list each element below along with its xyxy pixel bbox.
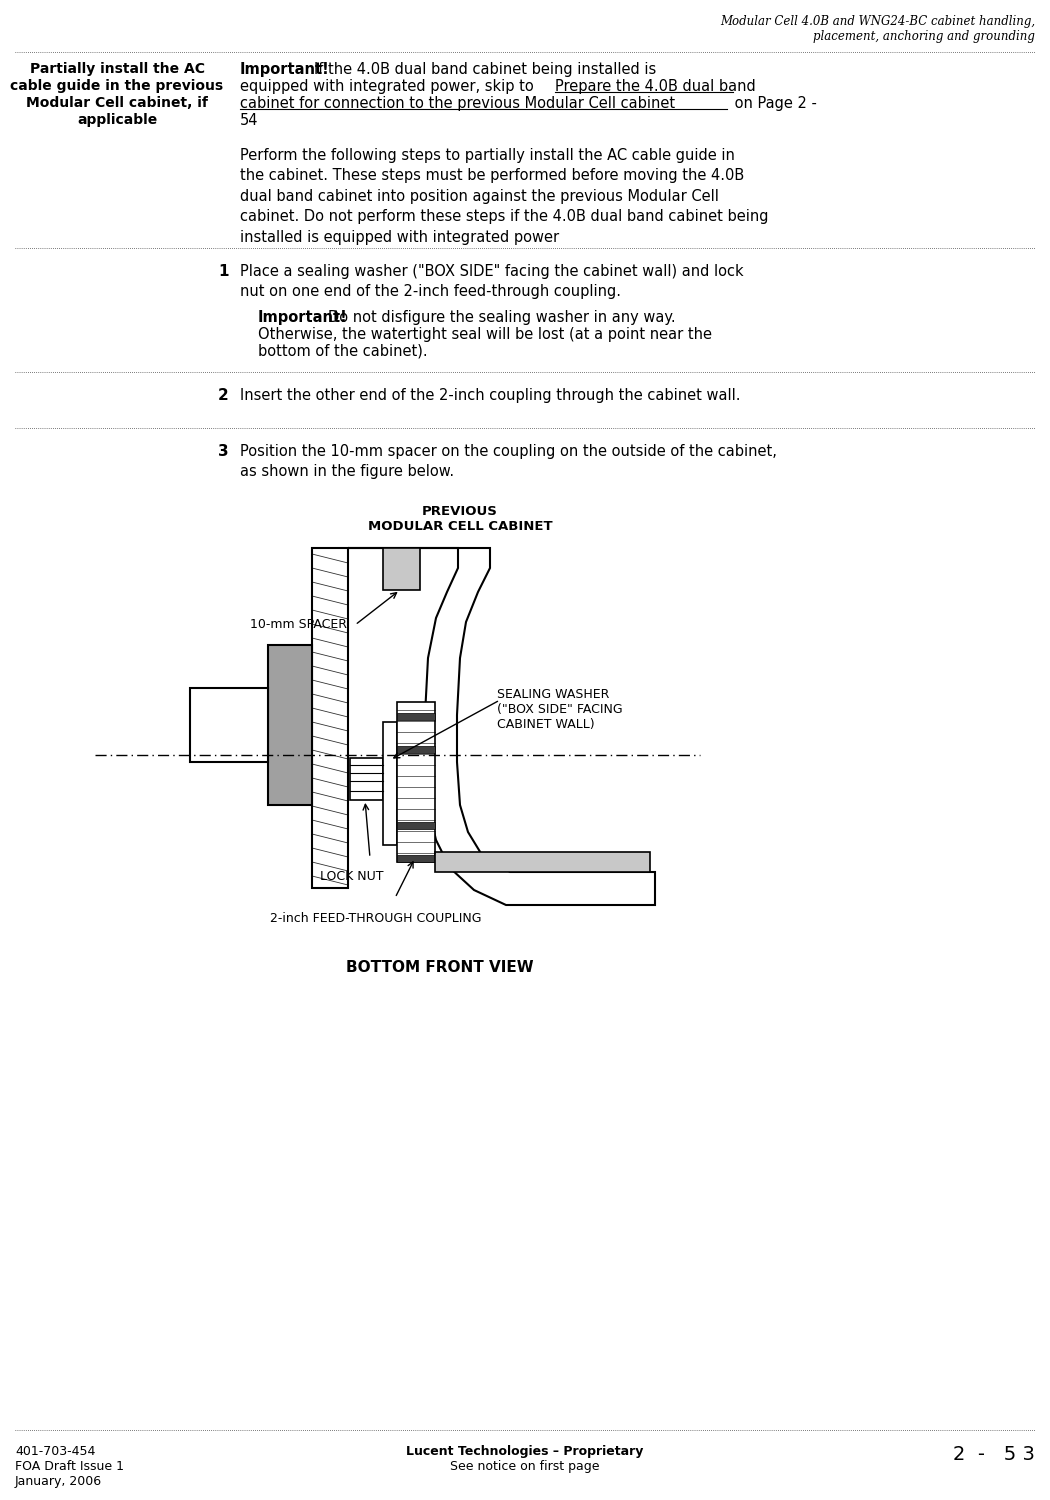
Text: Modular Cell 4.0B and WNG24-BC cabinet handling,: Modular Cell 4.0B and WNG24-BC cabinet h… <box>720 15 1035 28</box>
Polygon shape <box>312 548 348 888</box>
Polygon shape <box>397 822 435 830</box>
Text: placement, anchoring and grounding: placement, anchoring and grounding <box>813 30 1035 44</box>
Polygon shape <box>397 712 435 720</box>
Text: ("BOX SIDE" FACING: ("BOX SIDE" FACING <box>497 704 623 716</box>
Text: BOTTOM FRONT VIEW: BOTTOM FRONT VIEW <box>346 960 533 975</box>
Text: 2: 2 <box>218 388 229 404</box>
Text: cable guide in the previous: cable guide in the previous <box>10 80 224 93</box>
Polygon shape <box>348 548 655 904</box>
Text: equipped with integrated power, skip to: equipped with integrated power, skip to <box>240 80 539 94</box>
Text: Important!: Important! <box>258 310 348 326</box>
Text: Lucent Technologies – Proprietary: Lucent Technologies – Proprietary <box>406 1444 644 1458</box>
Text: Position the 10-mm spacer on the coupling on the outside of the cabinet,
as show: Position the 10-mm spacer on the couplin… <box>240 444 777 480</box>
Text: FOA Draft Issue 1: FOA Draft Issue 1 <box>15 1460 124 1473</box>
Text: Place a sealing washer ("BOX SIDE" facing the cabinet wall) and lock
nut on one : Place a sealing washer ("BOX SIDE" facin… <box>240 264 743 300</box>
Polygon shape <box>190 688 268 762</box>
Text: MODULAR CELL CABINET: MODULAR CELL CABINET <box>368 520 552 532</box>
Text: PREVIOUS: PREVIOUS <box>422 506 498 518</box>
Polygon shape <box>435 852 650 871</box>
Text: bottom of the cabinet).: bottom of the cabinet). <box>258 344 427 358</box>
Polygon shape <box>397 855 435 862</box>
Text: January, 2006: January, 2006 <box>15 1474 102 1488</box>
Text: Otherwise, the watertight seal will be lost (at a point near the: Otherwise, the watertight seal will be l… <box>258 327 712 342</box>
Polygon shape <box>383 548 420 590</box>
Text: 3: 3 <box>218 444 229 459</box>
Text: 2  -   5 3: 2 - 5 3 <box>953 1444 1035 1464</box>
Text: cabinet for connection to the previous Modular Cell cabinet: cabinet for connection to the previous M… <box>240 96 675 111</box>
Text: Prepare the 4.0B dual band: Prepare the 4.0B dual band <box>555 80 756 94</box>
Text: 401-703-454: 401-703-454 <box>15 1444 96 1458</box>
Text: If the 4.0B dual band cabinet being installed is: If the 4.0B dual band cabinet being inst… <box>314 62 656 76</box>
Polygon shape <box>350 758 383 800</box>
Text: on Page 2 -: on Page 2 - <box>730 96 817 111</box>
Text: Modular Cell cabinet, if: Modular Cell cabinet, if <box>26 96 208 109</box>
Text: Insert the other end of the 2-inch coupling through the cabinet wall.: Insert the other end of the 2-inch coupl… <box>240 388 740 404</box>
Text: See notice on first page: See notice on first page <box>450 1460 600 1473</box>
Text: SEALING WASHER: SEALING WASHER <box>497 688 609 700</box>
Polygon shape <box>397 746 435 753</box>
Text: 2-inch FEED-THROUGH COUPLING: 2-inch FEED-THROUGH COUPLING <box>270 912 482 926</box>
Text: 10-mm SPACER: 10-mm SPACER <box>250 618 346 632</box>
Polygon shape <box>397 702 435 862</box>
Polygon shape <box>383 722 397 844</box>
Text: Perform the following steps to partially install the AC cable guide in
the cabin: Perform the following steps to partially… <box>240 148 769 244</box>
Text: Important!: Important! <box>240 62 330 76</box>
Text: applicable: applicable <box>77 112 158 128</box>
Text: CABINET WALL): CABINET WALL) <box>497 718 594 730</box>
Polygon shape <box>268 645 312 806</box>
Text: 1: 1 <box>218 264 229 279</box>
Text: LOCK NUT: LOCK NUT <box>320 870 383 883</box>
Text: Partially install the AC: Partially install the AC <box>29 62 205 76</box>
Text: Do not disfigure the sealing washer in any way.: Do not disfigure the sealing washer in a… <box>328 310 675 326</box>
Text: 54: 54 <box>240 112 258 128</box>
